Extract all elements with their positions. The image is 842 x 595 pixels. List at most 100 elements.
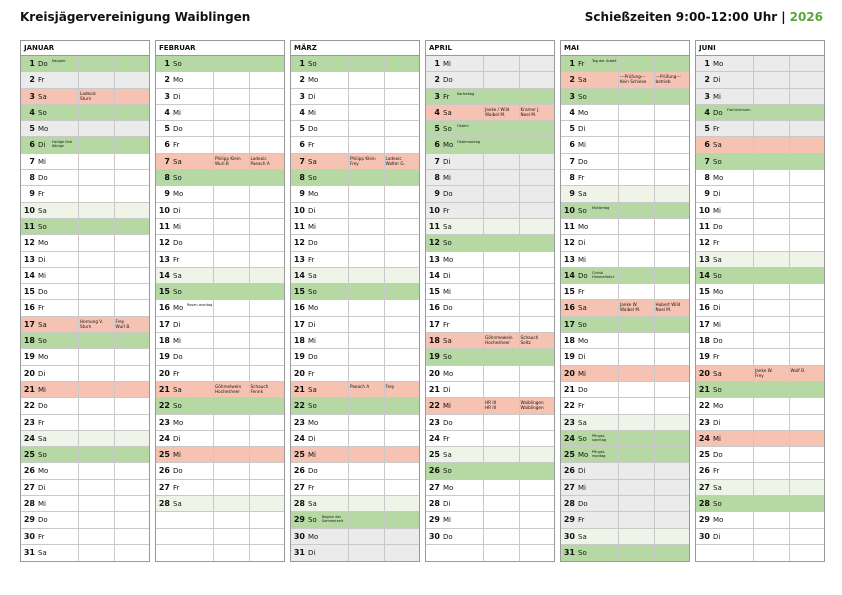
shift-slot[interactable]	[483, 316, 519, 333]
shift-slot[interactable]	[248, 284, 285, 300]
shift-slot[interactable]: Göhnmewein Hochesheer	[483, 333, 519, 349]
day-row[interactable]: 16 Di	[696, 300, 824, 317]
shift-slot[interactable]	[788, 121, 825, 137]
shift-slot[interactable]	[753, 235, 789, 251]
shift-slot[interactable]: Philipp Klein Wurl B	[213, 153, 249, 170]
shift-slot[interactable]	[788, 479, 825, 496]
shift-slot[interactable]	[653, 544, 690, 562]
shift-slot[interactable]	[518, 202, 555, 218]
shift-slot[interactable]	[248, 202, 285, 218]
shift-slot[interactable]	[788, 251, 825, 267]
day-row[interactable]: 17 Di	[156, 316, 284, 334]
shift-slot[interactable]: Schauch Fennk	[248, 381, 285, 398]
day-row[interactable]: 28 Sa	[291, 496, 419, 513]
day-row[interactable]: 2 Mo	[291, 72, 419, 89]
shift-slot[interactable]: Frey Wurl B.	[113, 316, 150, 333]
day-row[interactable]: 7 Mi	[21, 153, 149, 171]
day-row[interactable]: 22 Mi HR III HR III Waiblingen Waiblingen	[426, 398, 554, 415]
shift-slot[interactable]	[518, 267, 555, 284]
shift-slot[interactable]	[113, 121, 150, 137]
shift-slot[interactable]	[113, 414, 150, 430]
shift-slot[interactable]	[213, 544, 249, 562]
shift-slot[interactable]	[213, 121, 249, 137]
day-row[interactable]: 27 Fr	[291, 479, 420, 497]
shift-slot[interactable]	[248, 544, 285, 562]
shift-slot[interactable]	[753, 528, 789, 544]
shift-slot[interactable]	[518, 447, 555, 463]
day-row[interactable]: 30 Fr	[21, 528, 149, 545]
shift-slot[interactable]	[213, 251, 249, 267]
day-row[interactable]: 8 Do	[21, 170, 149, 187]
day-row[interactable]: 10 So Muttertag	[561, 202, 689, 219]
shift-slot[interactable]	[78, 104, 114, 121]
shift-slot[interactable]: Göhmelwein Hochesheer	[213, 381, 249, 398]
shift-slot[interactable]	[788, 414, 825, 430]
shift-slot[interactable]	[518, 544, 555, 562]
shift-slot[interactable]	[348, 300, 384, 316]
shift-slot[interactable]	[518, 235, 555, 251]
shift-slot[interactable]	[113, 88, 150, 104]
shift-slot[interactable]	[653, 104, 690, 121]
shift-slot[interactable]	[618, 447, 654, 463]
day-row[interactable]: 2 Di	[696, 72, 824, 89]
day-row[interactable]: 15 Fr	[561, 284, 689, 301]
day-row[interactable]: 20 Di	[21, 365, 149, 382]
day-row[interactable]: 18 Sa Göhnmewein Hochesheer Schauch Seitz	[426, 333, 554, 350]
shift-slot[interactable]	[78, 365, 114, 381]
day-row[interactable]: 24 Mi	[696, 430, 825, 448]
shift-slot[interactable]	[78, 56, 114, 72]
shift-slot[interactable]	[78, 137, 114, 153]
day-row[interactable]: 24 So Pfingst-sonntag	[561, 430, 689, 448]
shift-slot[interactable]	[78, 333, 114, 349]
shift-slot[interactable]	[483, 349, 519, 365]
shift-slot[interactable]	[348, 104, 384, 121]
shift-slot[interactable]	[518, 528, 555, 544]
day-row[interactable]: 30 Mo	[291, 528, 419, 545]
day-row[interactable]: 11 Mi	[291, 218, 419, 236]
shift-slot[interactable]	[383, 137, 420, 153]
shift-slot[interactable]	[383, 56, 420, 72]
shift-slot[interactable]	[483, 284, 519, 300]
shift-slot[interactable]	[113, 186, 150, 202]
shift-slot[interactable]	[383, 479, 420, 496]
shift-slot[interactable]	[483, 381, 519, 398]
shift-slot[interactable]	[213, 463, 249, 479]
shift-slot[interactable]	[248, 72, 285, 88]
shift-slot[interactable]	[213, 430, 249, 447]
shift-slot[interactable]	[483, 137, 519, 153]
shift-slot[interactable]	[248, 479, 285, 496]
shift-slot[interactable]	[788, 430, 825, 447]
day-row[interactable]: 29 Mo	[696, 512, 824, 529]
shift-slot[interactable]	[348, 170, 384, 186]
day-row[interactable]: 30 Sa	[561, 528, 689, 545]
day-row[interactable]: 2 Sa ---Prüfung--- Kein Schiese ---Prüfung--…	[561, 72, 689, 89]
shift-slot[interactable]	[753, 496, 789, 512]
shift-slot[interactable]	[618, 381, 654, 398]
day-row[interactable]: 19 Do	[156, 349, 284, 366]
shift-slot[interactable]	[753, 218, 789, 235]
shift-slot[interactable]	[348, 235, 384, 251]
day-row[interactable]: 5 Fr	[696, 121, 825, 138]
day-row[interactable]: 13 Mi	[561, 251, 689, 268]
shift-slot[interactable]	[78, 153, 114, 170]
day-row[interactable]: 23 Mo	[291, 414, 419, 431]
day-row[interactable]: 21 Mi	[21, 381, 149, 399]
shift-slot[interactable]	[383, 447, 420, 463]
shift-slot[interactable]	[753, 447, 789, 463]
shift-slot[interactable]	[113, 333, 150, 349]
shift-slot[interactable]	[483, 463, 519, 479]
shift-slot[interactable]	[753, 56, 789, 72]
day-row[interactable]	[156, 528, 284, 545]
day-row[interactable]: 28 Sa	[156, 496, 284, 513]
day-row[interactable]: 18 Mi	[291, 333, 419, 350]
shift-slot[interactable]	[213, 447, 249, 463]
shift-slot[interactable]	[348, 414, 384, 430]
shift-slot[interactable]	[248, 186, 285, 202]
day-row[interactable]: 18 Do	[696, 333, 824, 350]
day-row[interactable]: 29 So Beginn der Sommerzeit	[291, 512, 419, 529]
day-row[interactable]: 29 Fr	[561, 512, 689, 529]
day-row[interactable]: 4 Mi	[291, 104, 419, 122]
day-row[interactable]: 12 Di	[561, 235, 689, 252]
day-row[interactable]: 4 Mi	[156, 104, 284, 122]
day-row[interactable]: 16 Mo	[291, 300, 419, 317]
